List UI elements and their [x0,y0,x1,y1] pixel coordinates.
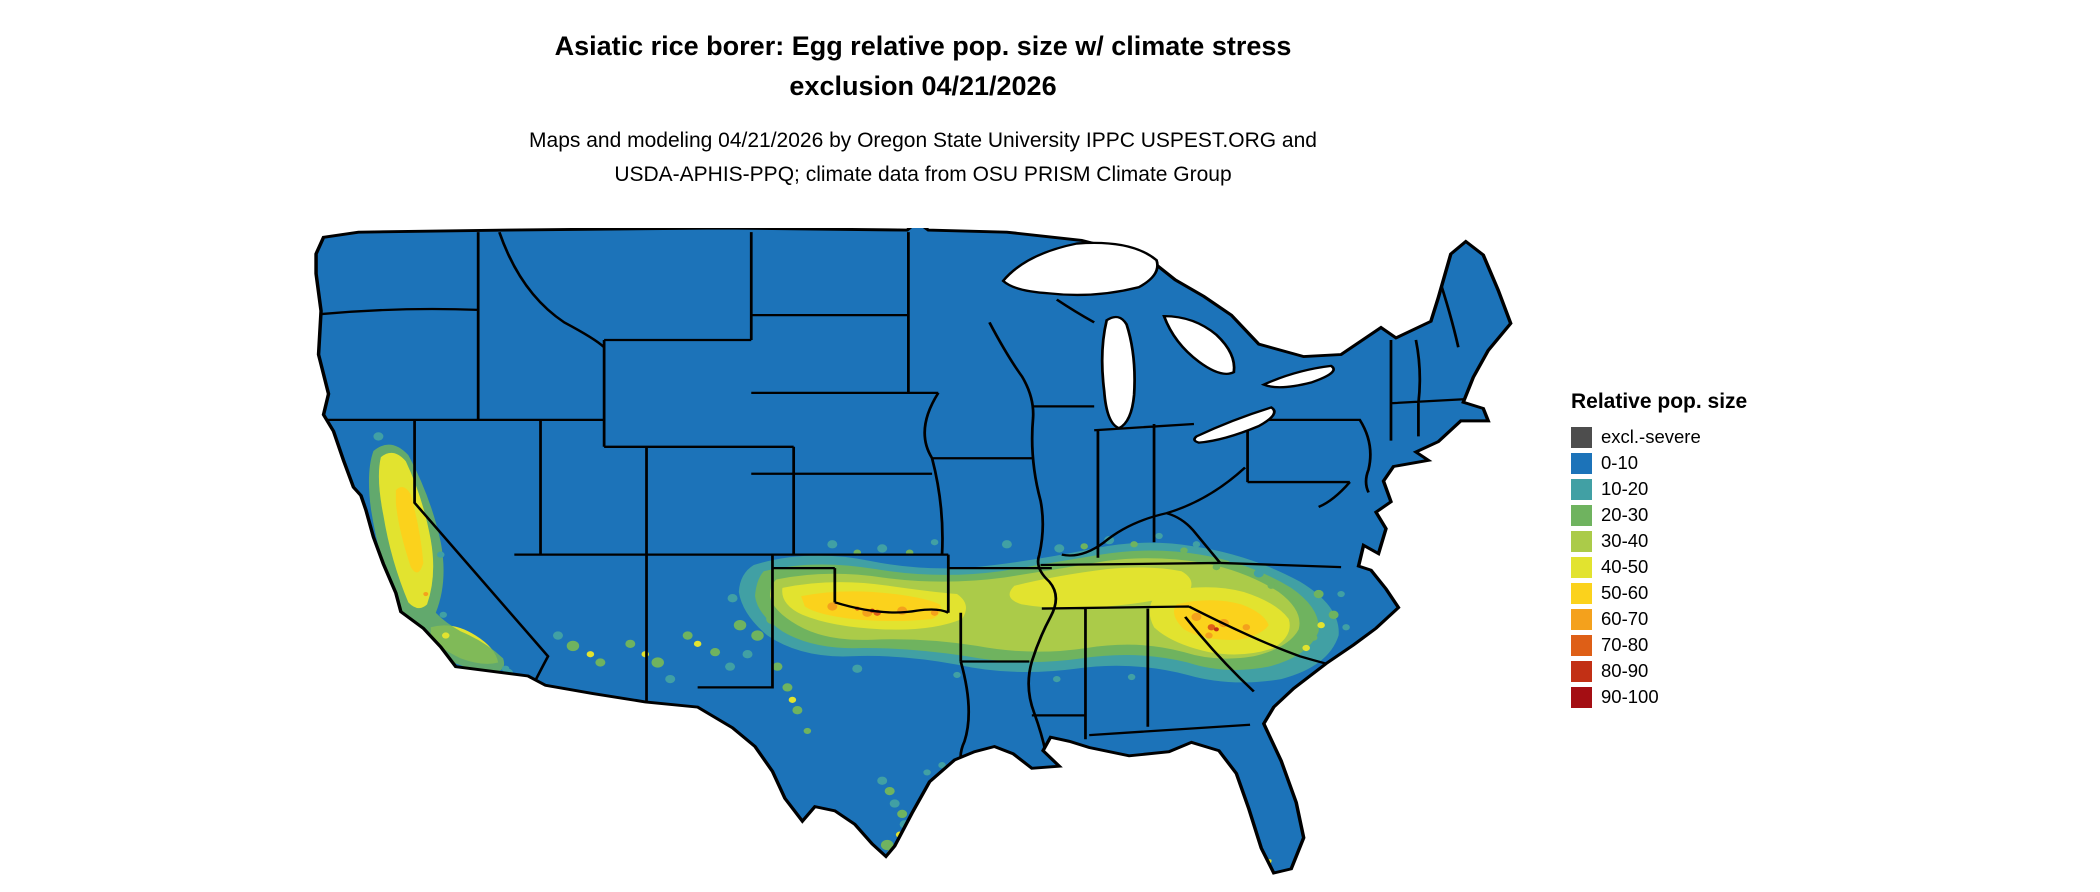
title-line-2: exclusion 04/21/2026 [789,71,1057,101]
legend-label: 0-10 [1601,452,1639,473]
us-map [314,228,1513,875]
state-borders [318,231,1466,766]
legend-label: 10-20 [1601,478,1649,499]
legend-item: excl.-severe [1571,426,1747,448]
title-line-1: Asiatic rice borer: Egg relative pop. si… [554,31,1292,61]
legend-label: excl.-severe [1601,426,1701,447]
legend-item: 30-40 [1571,530,1747,552]
legend-swatch-0-10 [1571,452,1592,474]
lake-superior [1001,241,1159,297]
legend-label: 20-30 [1601,504,1649,525]
legend-swatch-70-80 [1571,634,1592,656]
legend-label: 50-60 [1601,582,1649,603]
legend-item: 50-60 [1571,582,1747,604]
legend-swatch-80-90 [1571,660,1592,682]
lake-erie [1193,406,1276,444]
legend-swatch-30-40 [1571,530,1592,552]
legend-item: 90-100 [1571,686,1747,708]
lake-huron [1162,315,1236,375]
legend-label: 70-80 [1601,634,1649,655]
legend-swatch-40-50 [1571,556,1592,578]
legend-title: Relative pop. size [1571,390,1748,413]
legend-swatch-60-70 [1571,608,1592,630]
legend-item: 20-30 [1571,504,1747,526]
great-lakes [1001,241,1335,444]
legend-swatch-50-60 [1571,582,1592,604]
legend-swatch-excl-severe [1571,426,1592,448]
legend-swatch-20-30 [1571,504,1592,526]
map-title: Asiatic rice borer: Egg relative pop. si… [0,26,1846,106]
legend-label: 40-50 [1601,556,1649,577]
lake-ontario [1260,364,1335,389]
legend-item: 10-20 [1571,478,1747,500]
legend: Relative pop. size excl.-severe 0-10 10-… [1571,390,1747,712]
legend-item: 0-10 [1571,452,1747,474]
legend-item: 70-80 [1571,634,1747,656]
subtitle-line-2: USDA-APHIS-PPQ; climate data from OSU PR… [614,163,1232,186]
legend-item: 60-70 [1571,608,1747,630]
legend-item: 40-50 [1571,556,1747,578]
legend-label: 80-90 [1601,660,1649,681]
legend-label: 60-70 [1601,608,1649,629]
subtitle-line-1: Maps and modeling 04/21/2026 by Oregon S… [529,129,1317,152]
legend-swatch-10-20 [1571,478,1592,500]
legend-label: 30-40 [1601,530,1649,551]
population-overlay [368,432,1350,874]
map-subtitle: Maps and modeling 04/21/2026 by Oregon S… [0,124,1846,192]
legend-label: 90-100 [1601,686,1659,707]
legend-items: excl.-severe 0-10 10-20 20-30 30-40 40-5… [1571,426,1747,708]
lake-michigan [1100,315,1136,430]
land-base [316,228,1511,874]
legend-item: 80-90 [1571,660,1747,682]
legend-swatch-90-100 [1571,686,1592,708]
